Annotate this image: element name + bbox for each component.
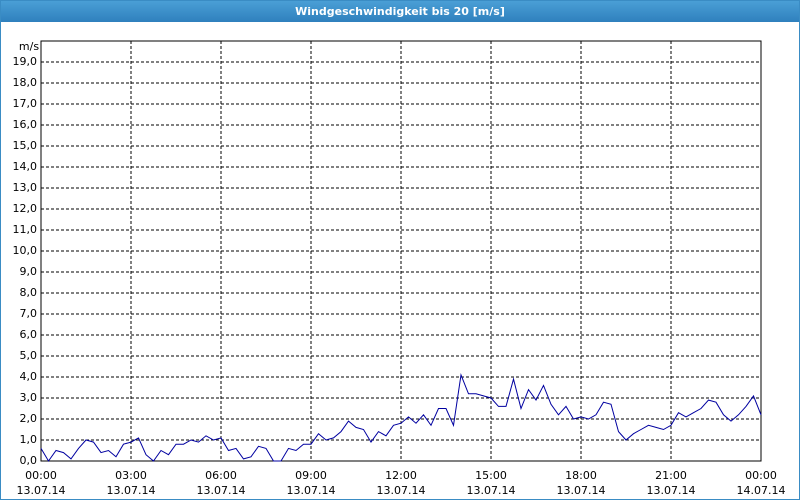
x-tick-label: 06:00 13.07.14 [196,469,246,497]
y-tick-label: 0,0 [20,454,38,467]
y-tick-label: 7,0 [20,307,38,320]
y-tick-label: 11,0 [13,223,38,236]
x-tick-label: 00:00 14.07.14 [736,469,786,497]
x-tick-label: 18:00 13.07.14 [556,469,606,497]
y-tick-label: 12,0 [13,202,38,215]
y-tick-label: 2,0 [20,412,38,425]
y-tick-label: 1,0 [20,433,38,446]
y-tick-label: 10,0 [13,244,38,257]
x-tick-label: 03:00 13.07.14 [106,469,156,497]
y-tick-label: 14,0 [13,160,38,173]
y-tick-label: 6,0 [20,328,38,341]
y-axis-label: m/s [19,40,39,53]
y-tick-label: 9,0 [20,265,38,278]
y-tick-label: 19,0 [13,55,38,68]
y-tick-label: 18,0 [13,76,38,89]
y-tick-label: 15,0 [13,139,38,152]
y-tick-label: 4,0 [20,370,38,383]
x-tick-label: 15:00 13.07.14 [466,469,516,497]
y-tick-label: 5,0 [20,349,38,362]
x-tick-label: 12:00 13.07.14 [376,469,426,497]
y-tick-label: 8,0 [20,286,38,299]
x-tick-label: 21:00 13.07.14 [646,469,696,497]
x-tick-label: 09:00 13.07.14 [286,469,336,497]
y-tick-label: 17,0 [13,97,38,110]
line [40,372,762,462]
chart-title: Windgeschwindigkeit bis 20 [m/s] [1,1,799,22]
x-tick-label: 00:00 13.07.14 [16,469,66,497]
y-tick-label: 3,0 [20,391,38,404]
y-tick-label: 13,0 [13,181,38,194]
y-tick-label: 16,0 [13,118,38,131]
